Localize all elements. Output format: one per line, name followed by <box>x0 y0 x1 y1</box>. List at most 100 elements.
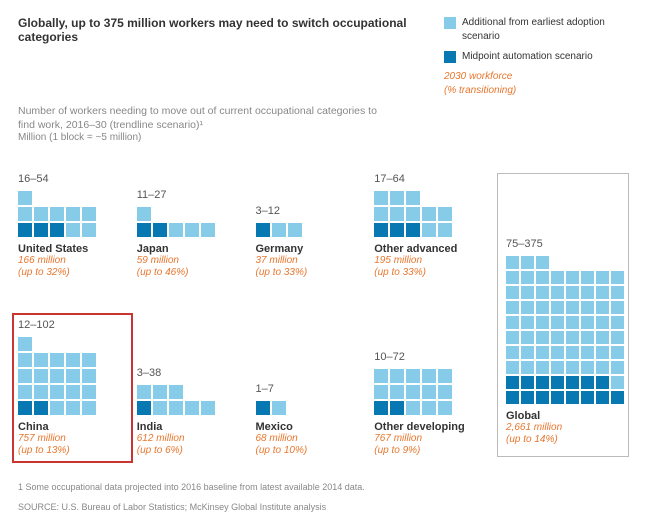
block <box>611 271 624 284</box>
block <box>374 223 388 237</box>
block <box>596 376 609 389</box>
block <box>18 337 32 351</box>
block <box>390 385 404 399</box>
block <box>66 223 80 237</box>
range-label: 12–102 <box>18 319 127 331</box>
range-label: 75–375 <box>506 238 620 250</box>
block <box>596 331 609 344</box>
workforce-label: 612 million <box>137 433 246 445</box>
block <box>506 376 519 389</box>
block <box>169 401 183 415</box>
country-united-states: 16–54United States166 million(up to 32%) <box>18 173 127 279</box>
country-name: Other developing <box>374 421 483 433</box>
country-name: Global <box>506 410 620 422</box>
country-name: Japan <box>137 243 246 255</box>
block <box>390 401 404 415</box>
block <box>137 385 151 399</box>
block <box>506 286 519 299</box>
workforce-label: 37 million <box>256 255 365 267</box>
block <box>611 301 624 314</box>
range-label: 17–64 <box>374 173 483 185</box>
chart-unit: Million (1 block = ~5 million) <box>18 132 378 143</box>
block <box>50 369 64 383</box>
country-name: Mexico <box>256 421 365 433</box>
pct-label: (up to 9%) <box>374 445 483 457</box>
block <box>506 331 519 344</box>
block <box>438 401 452 415</box>
block <box>82 385 96 399</box>
block <box>551 346 564 359</box>
global-panel: 75–375Global2,661 million(up to 14%) <box>497 173 629 457</box>
legend-item-dark: Midpoint automation scenario <box>444 50 629 64</box>
block <box>34 385 48 399</box>
block <box>596 346 609 359</box>
block <box>256 401 270 415</box>
block <box>18 401 32 415</box>
block <box>506 346 519 359</box>
pct-label: (up to 14%) <box>506 434 620 446</box>
country-other-advanced: 17–64Other advanced195 million(up to 33%… <box>374 173 483 279</box>
block <box>406 223 420 237</box>
pct-label: (up to 6%) <box>137 445 246 457</box>
range-label: 11–27 <box>137 189 246 201</box>
block <box>390 191 404 205</box>
block <box>581 391 594 404</box>
countries-grid: 16–54United States166 million(up to 32%)… <box>18 173 483 457</box>
block <box>66 369 80 383</box>
block <box>438 385 452 399</box>
block <box>551 271 564 284</box>
block <box>18 369 32 383</box>
block <box>137 207 151 221</box>
workforce-label: 166 million <box>18 255 127 267</box>
country-name: Other advanced <box>374 243 483 255</box>
country-germany: 3–12Germany37 million(up to 33%) <box>256 173 365 279</box>
chart-subtitle: Number of workers needing to move out of… <box>18 104 378 132</box>
workforce-label: 757 million <box>18 433 127 445</box>
block <box>506 361 519 374</box>
block <box>438 223 452 237</box>
country-name: India <box>137 421 246 433</box>
block <box>521 286 534 299</box>
block <box>390 207 404 221</box>
workforce-label: 195 million <box>374 255 483 267</box>
country-china: 12–102China757 million(up to 13%) <box>12 313 133 463</box>
block <box>551 286 564 299</box>
legend-label: Midpoint automation scenario <box>462 50 593 64</box>
block <box>566 301 579 314</box>
legend-item-orange: 2030 workforce (% transitioning) <box>444 70 629 98</box>
block <box>422 223 436 237</box>
block <box>82 353 96 367</box>
block <box>374 401 388 415</box>
block <box>596 271 609 284</box>
block <box>66 385 80 399</box>
block <box>256 223 270 237</box>
block <box>18 353 32 367</box>
block <box>506 391 519 404</box>
block <box>137 223 151 237</box>
block <box>536 346 549 359</box>
block <box>66 401 80 415</box>
block <box>536 391 549 404</box>
block <box>611 346 624 359</box>
block <box>406 191 420 205</box>
block <box>521 376 534 389</box>
block <box>374 385 388 399</box>
block <box>581 271 594 284</box>
block <box>521 331 534 344</box>
country-mexico: 1–7Mexico68 million(up to 10%) <box>256 319 365 457</box>
block <box>422 369 436 383</box>
block <box>536 331 549 344</box>
block <box>18 385 32 399</box>
block <box>50 401 64 415</box>
block <box>521 301 534 314</box>
block <box>611 376 624 389</box>
country-name: United States <box>18 243 127 255</box>
pct-label: (up to 13%) <box>18 445 127 457</box>
block <box>185 401 199 415</box>
source: SOURCE: U.S. Bureau of Labor Statistics;… <box>18 502 629 512</box>
chart-title: Globally, up to 375 million workers may … <box>18 16 444 98</box>
block <box>536 376 549 389</box>
block <box>406 385 420 399</box>
workforce-label: 68 million <box>256 433 365 445</box>
chart-body: 16–54United States166 million(up to 32%)… <box>18 173 629 457</box>
